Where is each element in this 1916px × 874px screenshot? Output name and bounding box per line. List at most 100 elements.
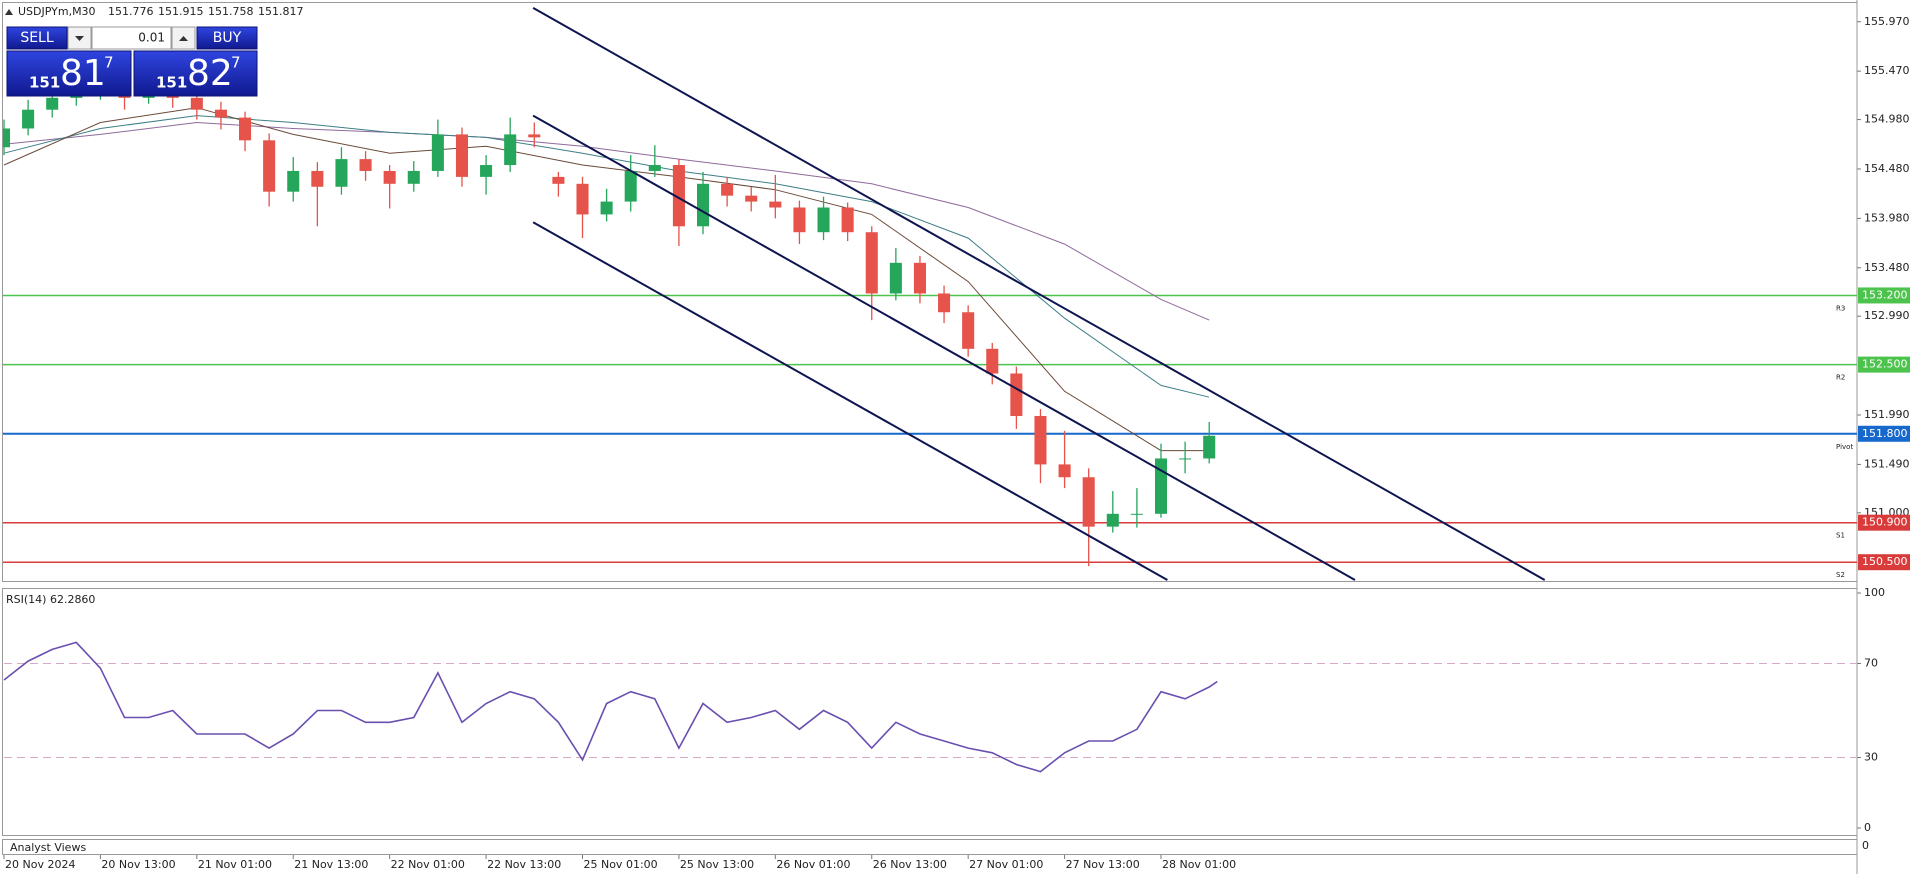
candle-body	[624, 170, 637, 202]
candle-body	[1130, 513, 1143, 515]
candle-body	[3, 128, 11, 148]
y-tick-label: 152.990	[1864, 309, 1910, 322]
x-tick-label: 27 Nov 13:00	[1066, 858, 1140, 871]
level-name: Pivot	[1836, 443, 1853, 451]
candle-body	[672, 165, 685, 227]
candle-body	[1203, 435, 1216, 459]
ask-pip: 7	[231, 54, 241, 72]
candle-body	[214, 109, 227, 118]
candle-body	[600, 201, 613, 215]
candle-body	[239, 117, 252, 141]
candle-body	[287, 170, 300, 192]
x-tick-label: 26 Nov 13:00	[873, 858, 947, 871]
main-panel	[2, 2, 1858, 582]
analyst-views-count: 0	[1862, 839, 1869, 852]
level-name: S2	[1836, 571, 1845, 579]
candle-body	[311, 170, 324, 187]
candle-body	[383, 170, 396, 184]
level-label: 153.200	[1862, 288, 1908, 301]
main-plot: R3 R2 Pivot S1 S2	[3, 7, 1857, 581]
lot-field[interactable]	[91, 26, 172, 50]
ask-box[interactable]	[133, 50, 258, 97]
candle-body	[841, 207, 854, 233]
ohlc-close: 151.817	[258, 5, 304, 18]
axes: 151.000151.490151.990152.990153.480153.9…	[3, 15, 1910, 871]
level-tag	[1858, 356, 1910, 373]
moving-average	[3, 121, 1210, 321]
x-tick-label: 22 Nov 01:00	[391, 858, 465, 871]
candle-body	[648, 165, 661, 171]
candle-body	[793, 207, 806, 233]
candle-body	[22, 109, 35, 129]
channel-line	[532, 221, 1168, 581]
bid-main: 81	[60, 53, 106, 94]
candle-body	[817, 207, 830, 233]
x-tick-label: 26 Nov 01:00	[776, 858, 850, 871]
sell-button[interactable]	[6, 26, 68, 50]
buy-button[interactable]	[196, 26, 258, 50]
x-tick-label: 22 Nov 13:00	[487, 858, 561, 871]
candle-body	[1154, 458, 1168, 514]
level-tag	[1858, 425, 1910, 442]
ohlc-low: 151.758	[208, 5, 254, 18]
bid-big: 151	[29, 74, 60, 92]
candle-body	[504, 134, 517, 166]
candle-body	[431, 134, 444, 171]
candle-body	[1010, 373, 1023, 416]
y-tick-label: 151.990	[1864, 408, 1910, 421]
down-arrow	[75, 36, 84, 41]
y-tick-label: 153.980	[1864, 211, 1910, 224]
candle-body	[696, 183, 710, 227]
candle-body	[455, 134, 469, 177]
symbol: USDJPYm,M30	[18, 5, 96, 18]
candle-body	[552, 176, 565, 184]
analyst-views-tab[interactable]: Analyst Views	[10, 841, 86, 854]
candle-body	[1082, 477, 1095, 527]
level-tag	[1858, 554, 1910, 571]
candle-body	[986, 348, 999, 374]
candle-body	[263, 140, 276, 192]
x-tick-label: 28 Nov 01:00	[1162, 858, 1236, 871]
y-tick-label: 153.480	[1864, 261, 1910, 274]
candle-body	[359, 159, 372, 171]
up-arrow	[179, 36, 188, 41]
level-label: 152.500	[1862, 358, 1908, 371]
candle-body	[576, 183, 589, 215]
rsi-title: RSI(14) 62.2860	[6, 593, 95, 606]
level-label: 150.500	[1862, 555, 1908, 568]
x-tick-label: 27 Nov 01:00	[969, 858, 1043, 871]
level-tag	[1858, 287, 1910, 304]
y-tick-label: 0	[1864, 821, 1871, 834]
rsi-panel	[2, 588, 1858, 836]
moving-average	[3, 107, 1210, 452]
analyst-views-bar[interactable]	[2, 839, 1858, 855]
candle-body	[962, 312, 975, 349]
rsi-plot	[3, 641, 1856, 773]
x-tick-label: 21 Nov 13:00	[294, 858, 368, 871]
bid-pip: 7	[104, 54, 114, 72]
y-tick-label: 154.480	[1864, 162, 1910, 175]
ohlc-open: 151.776	[108, 5, 154, 18]
x-tick-label: 21 Nov 01:00	[198, 858, 272, 871]
candle-body	[1058, 464, 1071, 478]
ask-big: 151	[156, 74, 187, 92]
y-tick-label: 151.490	[1864, 457, 1910, 470]
candle-body	[190, 97, 203, 110]
x-tick-label: 20 Nov 13:00	[101, 858, 175, 871]
candle-body	[1179, 458, 1192, 460]
ohlc-high: 151.915	[158, 5, 204, 18]
candle-body	[889, 262, 902, 294]
level-name: S1	[1836, 532, 1845, 540]
x-tick-label: 20 Nov 2024	[5, 858, 75, 871]
candle-body	[407, 170, 420, 184]
level-label: 151.800	[1862, 427, 1908, 440]
y-tick-label: 155.970	[1864, 15, 1910, 28]
candle-body	[1106, 513, 1119, 527]
y-tick-label: 100	[1864, 586, 1885, 599]
level-tag	[1858, 514, 1910, 531]
candle-body	[745, 195, 758, 202]
candle-body	[865, 232, 878, 294]
collapse-icon[interactable]	[5, 9, 13, 15]
bid-box[interactable]	[6, 50, 132, 97]
level-name: R3	[1836, 304, 1845, 312]
